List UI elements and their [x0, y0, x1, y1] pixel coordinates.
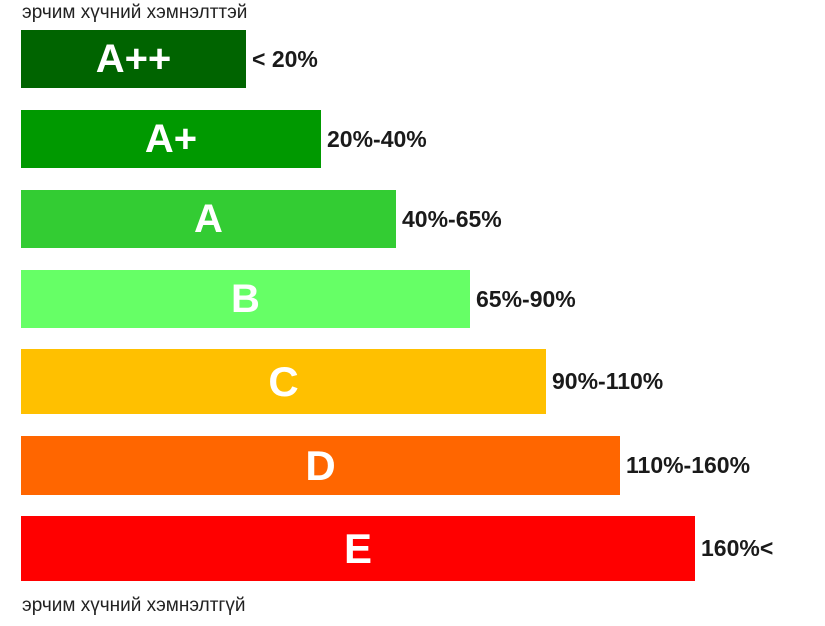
class-label: C: [268, 357, 299, 405]
class-range: 160%<: [701, 535, 774, 561]
class-range: 40%-65%: [402, 205, 502, 232]
class-label: D: [305, 441, 336, 489]
class-label: A: [194, 197, 223, 241]
class-label: A+: [144, 117, 198, 161]
caption-efficient: эрчим хүчний хэмнэлттэй: [22, 2, 248, 23]
class-bar-a-plus-plus: A++: [21, 30, 246, 88]
class-range: 110%-160%: [626, 452, 751, 478]
class-range: 90%-110%: [552, 368, 664, 394]
class-label: A++: [95, 37, 172, 81]
class-label: E: [343, 524, 372, 572]
class-bar-c: C: [21, 349, 546, 414]
class-bar-a-plus: A+: [21, 110, 321, 168]
class-range: < 20%: [252, 45, 318, 72]
class-range: 20%-40%: [327, 125, 427, 152]
class-bar-a: A: [21, 190, 396, 248]
class-bar-d: D: [21, 436, 620, 495]
caption-inefficient: эрчим хүчний хэмнэлтгүй: [22, 595, 246, 616]
class-bar-e: E: [21, 516, 695, 581]
class-label: B: [231, 277, 260, 321]
class-bar-b: B: [21, 270, 470, 328]
class-range: 65%-90%: [476, 285, 576, 312]
